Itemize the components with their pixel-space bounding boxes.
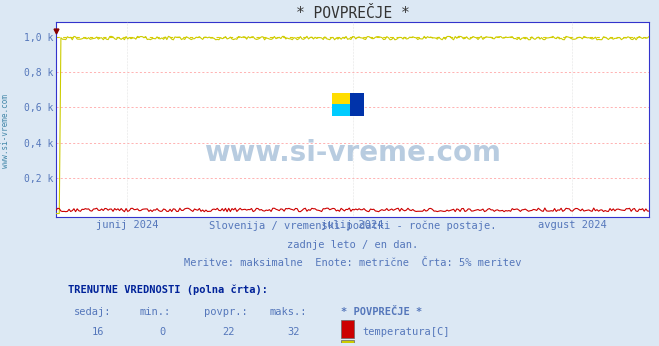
Text: 32: 32 bbox=[287, 327, 299, 337]
Text: min.:: min.: bbox=[139, 307, 170, 317]
Text: www.si-vreme.com: www.si-vreme.com bbox=[1, 94, 10, 169]
Text: maks.:: maks.: bbox=[270, 307, 307, 317]
Text: Meritve: maksimalne  Enote: metrične  Črta: 5% meritev: Meritve: maksimalne Enote: metrične Črta… bbox=[184, 258, 521, 268]
Bar bbox=[332, 92, 350, 104]
Bar bbox=[341, 320, 354, 337]
Text: sedaj:: sedaj: bbox=[74, 307, 111, 317]
Bar bbox=[350, 92, 364, 116]
Text: 22: 22 bbox=[222, 327, 234, 337]
Text: * POVPREČJE *: * POVPREČJE * bbox=[341, 307, 422, 317]
Text: temperatura[C]: temperatura[C] bbox=[362, 327, 450, 337]
Text: zadnje leto / en dan.: zadnje leto / en dan. bbox=[287, 240, 418, 249]
Title: * POVPREČJE *: * POVPREČJE * bbox=[296, 6, 409, 21]
Bar bbox=[341, 340, 354, 346]
Text: www.si-vreme.com: www.si-vreme.com bbox=[204, 139, 501, 167]
Text: 0: 0 bbox=[159, 327, 166, 337]
Text: 16: 16 bbox=[92, 327, 103, 337]
Text: TRENUTNE VREDNOSTI (polna črta):: TRENUTNE VREDNOSTI (polna črta): bbox=[68, 285, 268, 295]
Bar bbox=[332, 104, 350, 116]
Text: povpr.:: povpr.: bbox=[204, 307, 248, 317]
Text: Slovenija / vremenski podatki - ročne postaje.: Slovenija / vremenski podatki - ročne po… bbox=[209, 221, 496, 231]
